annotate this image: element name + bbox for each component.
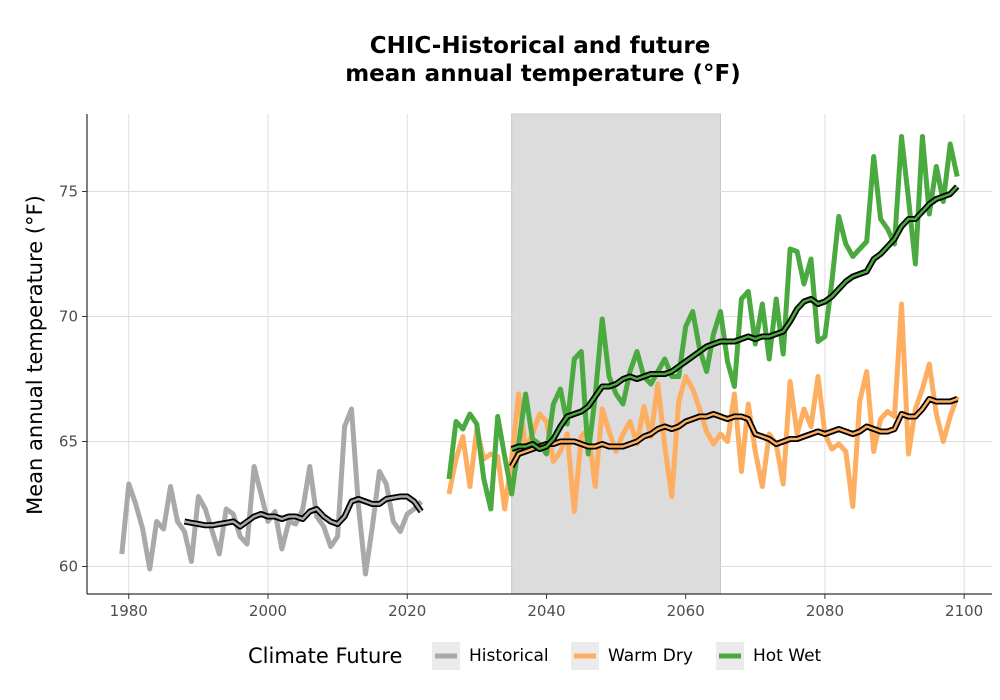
series-line-historical <box>119 406 424 577</box>
y-axis-ticks: 60 65 70 75 <box>59 183 87 576</box>
x-tick-label: 2020 <box>388 602 426 620</box>
series-line-warm-dry-rolling-mean <box>510 397 958 468</box>
legend-item-warm-dry: Warm Dry <box>571 642 693 670</box>
series-line-hot-wet-rolling-mean <box>511 185 959 451</box>
series-line-hot-wet <box>446 134 960 512</box>
x-axis-ticks: 1980 2000 2020 2040 2060 2080 2100 <box>110 594 983 620</box>
legend-title: Climate Future <box>248 644 402 668</box>
y-tick-label: 70 <box>59 308 78 326</box>
series-line-historical-rolling-mean <box>184 495 423 528</box>
chart-title-line-1: CHIC-Historical and future <box>370 33 711 59</box>
y-tick-label: 60 <box>59 558 78 576</box>
y-tick-label: 75 <box>59 183 78 201</box>
legend-label-hot-wet: Hot Wet <box>753 646 822 666</box>
y-tick-label: 65 <box>59 433 78 451</box>
x-tick-label: 1980 <box>110 602 148 620</box>
x-tick-label: 2040 <box>527 602 565 620</box>
chart-title-line-2: mean annual temperature (°F) <box>345 61 741 87</box>
y-axis-title: Mean annual temperature (°F) <box>23 195 47 515</box>
legend-label-historical: Historical <box>469 646 549 666</box>
series-layer <box>119 134 960 577</box>
legend: Climate Future Historical Warm Dry Hot W… <box>248 642 822 670</box>
plot-area: 1980 2000 2020 2040 2060 2080 2100 60 65 70 75 <box>59 113 992 620</box>
x-tick-label: 2080 <box>806 602 844 620</box>
projection-period-shading <box>511 113 721 595</box>
legend-label-warm-dry: Warm Dry <box>608 646 693 666</box>
legend-item-hot-wet: Hot Wet <box>716 642 822 670</box>
x-tick-label: 2100 <box>945 602 983 620</box>
legend-item-historical: Historical <box>432 642 549 670</box>
x-tick-label: 2000 <box>249 602 287 620</box>
x-tick-label: 2060 <box>667 602 705 620</box>
